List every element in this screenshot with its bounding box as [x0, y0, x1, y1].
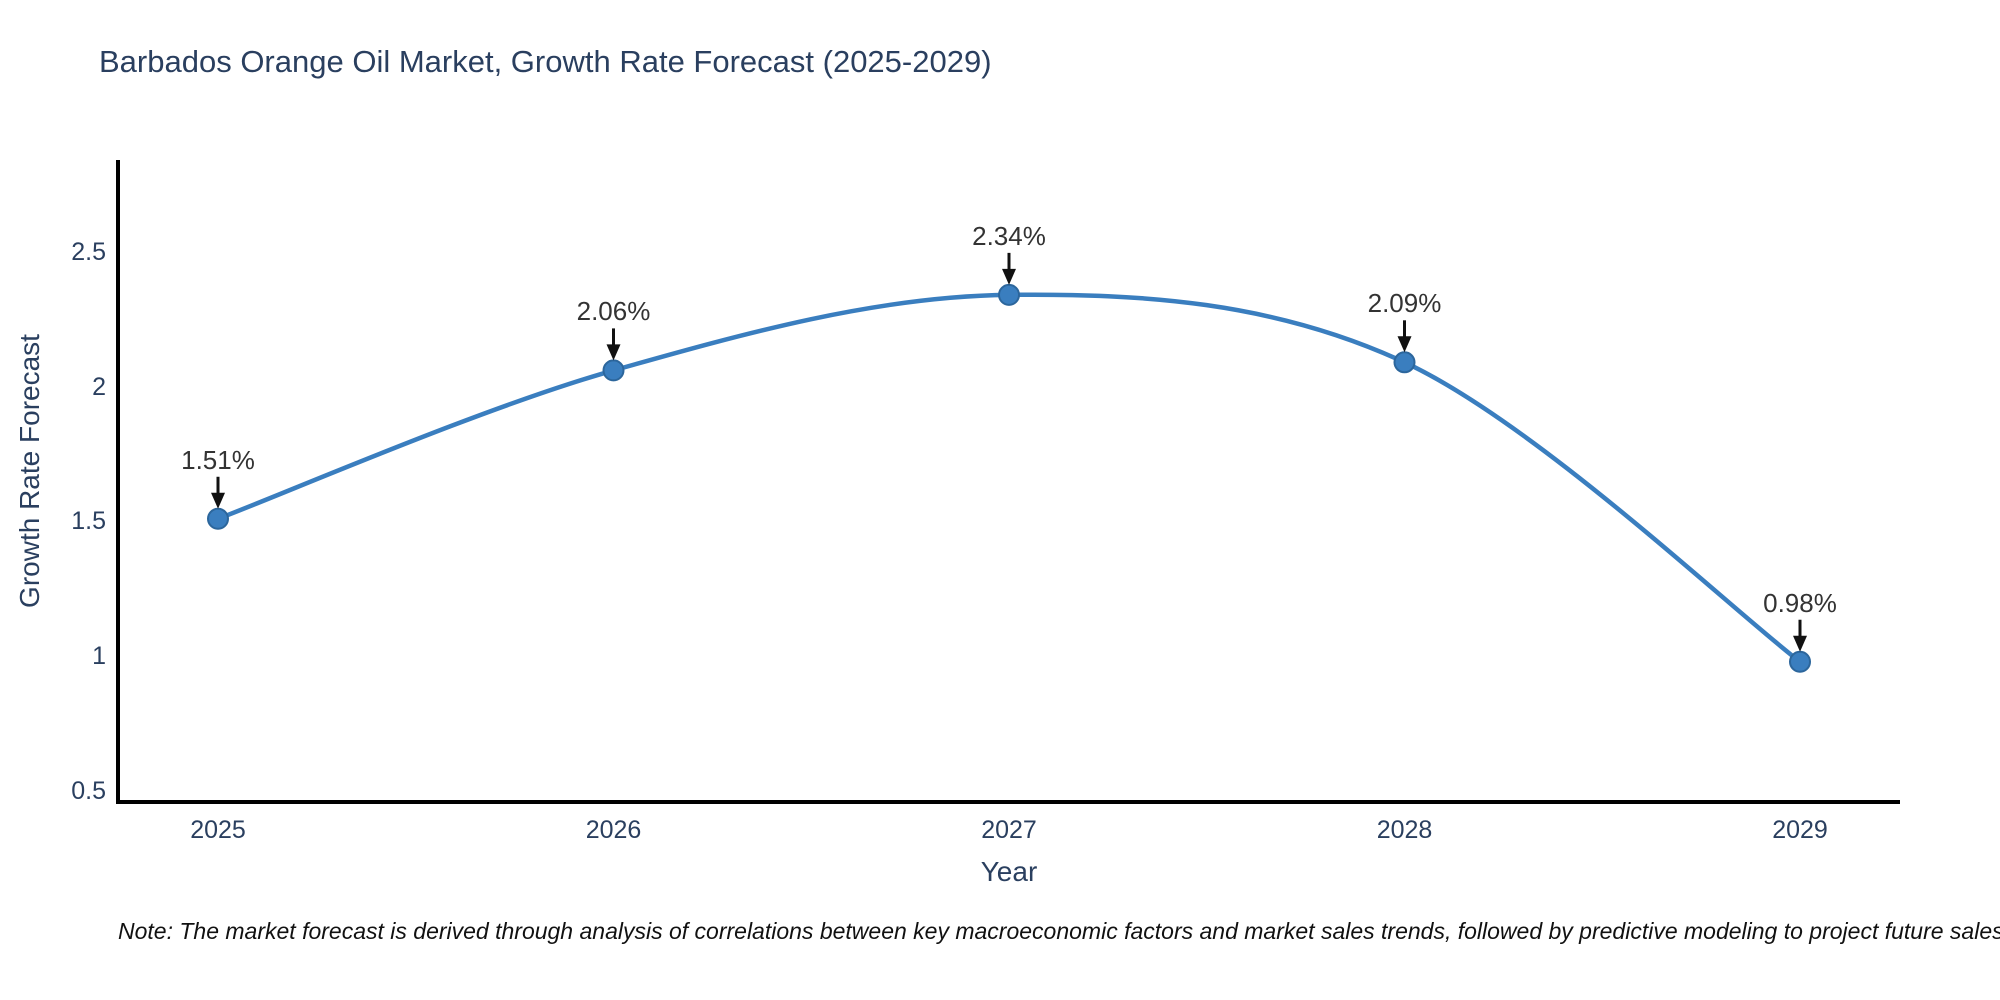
y-tick-label: 1: [92, 642, 106, 671]
x-axis-title: Year: [980, 856, 1038, 887]
point-value-label: 2.34%: [972, 220, 1046, 251]
point-value-label: 2.06%: [576, 296, 651, 327]
trend-line: [215, 292, 1803, 664]
data-point-marker[interactable]: [998, 283, 1020, 306]
y-tick-label: 0.5: [71, 777, 106, 806]
point-value-label: 2.09%: [1367, 288, 1442, 319]
point-value-label: 1.51%: [181, 444, 255, 475]
x-tick-label: 2028: [1376, 816, 1433, 844]
y-tick-label: 2: [92, 372, 106, 401]
axis-spines: [116, 160, 1900, 804]
y-tick-label: 2.5: [71, 237, 106, 266]
data-point-marker[interactable]: [207, 507, 229, 530]
x-tick-label: 2027: [981, 816, 1037, 844]
x-tick-label: 2026: [585, 816, 642, 844]
point-value-label: 0.98%: [1763, 587, 1837, 618]
x-tick-label: 2025: [190, 816, 246, 844]
data-point-marker[interactable]: [1789, 650, 1811, 673]
annotation-arrowhead-icon: [1002, 268, 1016, 285]
chart-title: Barbados Orange Oil Market, Growth Rate …: [99, 44, 992, 79]
annotation-arrowhead-icon: [211, 492, 225, 509]
data-point-marker[interactable]: [1393, 351, 1416, 374]
annotation-arrowhead-icon: [606, 344, 621, 361]
footnote: Note: The market forecast is derived thr…: [118, 918, 2000, 944]
annotation-arrowhead-icon: [1397, 336, 1412, 353]
x-tick-label: 2029: [1772, 816, 1828, 844]
annotation-arrowhead-icon: [1793, 635, 1807, 652]
y-tick-label: 1.5: [71, 507, 106, 536]
data-point-marker[interactable]: [602, 359, 625, 382]
